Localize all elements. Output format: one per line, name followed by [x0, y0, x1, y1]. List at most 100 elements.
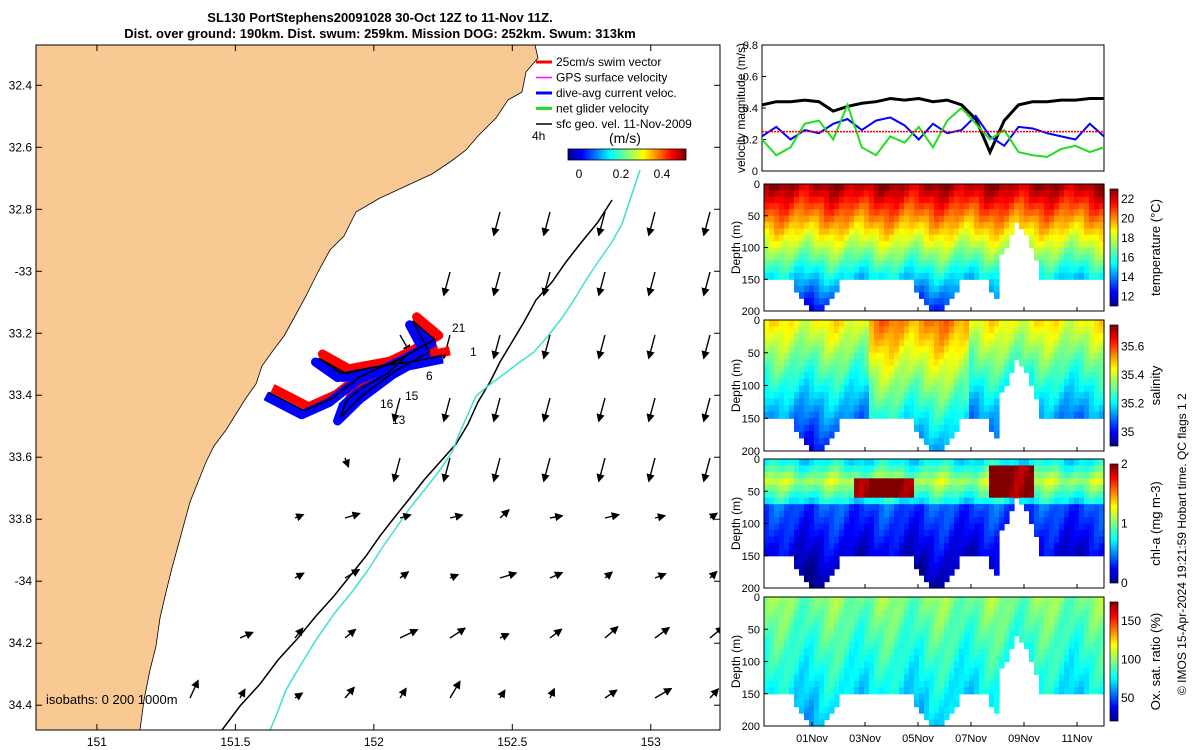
section-cell — [1049, 674, 1055, 682]
section-cell — [779, 680, 785, 688]
section-cell — [1059, 635, 1065, 643]
section-cell — [859, 209, 865, 217]
section-cell — [914, 378, 920, 387]
section-cell — [919, 365, 925, 373]
section-cell — [829, 291, 835, 299]
velocity-arrow — [449, 512, 464, 521]
section-cell — [814, 437, 820, 446]
section-cell — [829, 405, 835, 413]
section-cell — [819, 700, 825, 708]
section-xtick-label: 07Nov — [955, 733, 987, 745]
section-cell — [864, 405, 870, 413]
section-cell — [1069, 655, 1075, 663]
section-cell — [799, 346, 805, 354]
section-cell — [1029, 333, 1035, 341]
section-cell — [789, 529, 795, 537]
section-cell — [944, 385, 950, 393]
section-cell — [899, 260, 905, 268]
section-cell — [834, 680, 840, 688]
section-cell — [849, 484, 855, 492]
section-cell — [819, 491, 825, 499]
section-cell — [1044, 484, 1050, 492]
section-cell — [949, 706, 955, 714]
section-cell — [784, 346, 790, 354]
section-cell — [794, 378, 800, 387]
section-cell — [839, 385, 845, 393]
section-cell — [1049, 272, 1055, 280]
section-cell — [809, 398, 815, 406]
section-cell — [819, 431, 825, 439]
section-cell — [824, 622, 830, 630]
section-cell — [819, 411, 825, 419]
section-cell — [924, 542, 930, 550]
velocity-arrow — [654, 687, 673, 699]
section-cell — [904, 326, 910, 334]
section-cell — [944, 655, 950, 663]
section-cell — [929, 365, 935, 373]
section-cell — [994, 320, 1000, 328]
section-cell — [1099, 365, 1105, 373]
section-cell — [1089, 209, 1095, 217]
section-cell — [1064, 667, 1070, 675]
section-cell — [859, 385, 865, 393]
section-cell — [964, 471, 970, 479]
section-cell — [969, 352, 975, 360]
section-cell — [904, 603, 910, 611]
section-cell — [884, 272, 890, 280]
section-cell — [819, 609, 825, 617]
section-cell — [784, 378, 790, 387]
section-cell — [974, 459, 980, 467]
section-cell — [929, 609, 935, 617]
section-cell — [1094, 471, 1100, 479]
section-cell — [1099, 648, 1105, 656]
section-cell — [1064, 385, 1070, 393]
section-cell — [954, 352, 960, 360]
section-cell — [794, 622, 800, 630]
section-cell — [954, 190, 960, 198]
section-cell — [1084, 209, 1090, 217]
section-cell — [799, 234, 805, 242]
section-cell — [1079, 352, 1085, 360]
section-cell — [814, 529, 820, 537]
section-cell — [989, 562, 995, 570]
section-cell — [989, 693, 995, 701]
section-cell — [1054, 266, 1060, 274]
section-cell — [969, 253, 975, 261]
section-cell — [884, 203, 890, 210]
section-cell — [1064, 392, 1070, 400]
section-cell — [764, 320, 770, 328]
section-cell — [774, 542, 780, 550]
section-cell — [1049, 536, 1055, 544]
section-cell — [1049, 635, 1055, 643]
section-cell — [769, 385, 775, 393]
section-cell — [914, 597, 920, 605]
section-cell — [989, 674, 995, 682]
section-cell — [1044, 326, 1050, 334]
section-cell — [874, 352, 880, 360]
section-cell — [859, 339, 865, 347]
section-cell — [949, 372, 955, 380]
section-cell — [984, 459, 990, 467]
section-cell — [1079, 326, 1085, 334]
section-cell — [929, 700, 935, 708]
section-cell — [934, 320, 940, 328]
section-cell — [864, 603, 870, 611]
section-cell — [944, 279, 950, 287]
section-cell — [994, 241, 1000, 249]
section-cell — [879, 209, 885, 217]
section-cell — [789, 603, 795, 611]
section-cell — [894, 497, 900, 505]
section-cell — [984, 642, 990, 650]
velocity-arrow — [541, 397, 551, 423]
section-cell — [1054, 504, 1060, 512]
section-cell — [1044, 523, 1050, 531]
section-cell — [959, 333, 965, 341]
section-cell — [874, 648, 880, 656]
section-cell — [904, 333, 910, 341]
section-cell — [804, 266, 810, 274]
section-cell — [1004, 603, 1010, 611]
section-cell — [889, 359, 895, 367]
section-cell — [874, 687, 880, 695]
section-cell — [1074, 484, 1080, 492]
section-cell — [929, 642, 935, 650]
